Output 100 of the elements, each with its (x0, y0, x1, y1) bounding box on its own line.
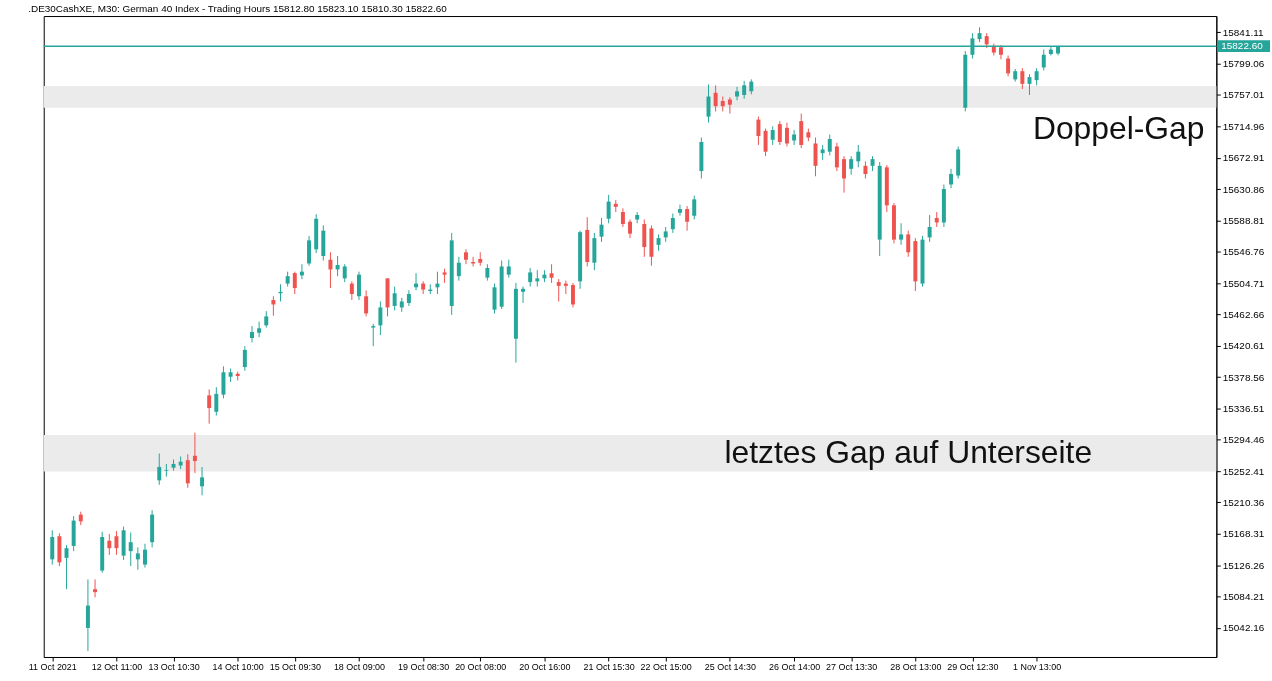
candlestick (784, 122, 789, 147)
candlestick (135, 546, 140, 571)
candlestick (670, 213, 675, 234)
y-tick-label: 15546.76 (1222, 246, 1265, 258)
candlestick (834, 142, 839, 172)
candlestick (927, 214, 932, 243)
y-tick-label: 15799.06 (1222, 58, 1265, 70)
candlestick (371, 323, 376, 347)
candlestick (1006, 55, 1011, 77)
candlestick (620, 207, 625, 228)
candlestick (378, 300, 383, 336)
x-tick-label: 14 Oct 10:00 (212, 662, 264, 673)
candlestick (856, 144, 861, 168)
x-tick-label: 21 Oct 15:30 (583, 662, 635, 673)
candlestick (93, 578, 98, 598)
candlestick (849, 155, 854, 176)
y-tick-label: 15420.61 (1222, 340, 1265, 352)
candlestick (713, 84, 718, 112)
x-tick-label: 12 Oct 11:00 (91, 662, 143, 673)
candlestick (221, 365, 226, 399)
candlestick (906, 230, 911, 258)
x-tick-label: 1 Nov 13:00 (1013, 662, 1062, 673)
candlestick (200, 466, 205, 496)
candlestick (456, 256, 461, 282)
x-tick-label: 27 Oct 13:30 (826, 662, 878, 673)
candlestick (164, 463, 169, 478)
candlestick (677, 204, 682, 217)
candlestick (570, 282, 575, 308)
x-tick-label: 19 Oct 08:30 (398, 662, 450, 673)
x-tick-label: 29 Oct 12:30 (947, 662, 999, 673)
y-tick-label: 15841.11 (1222, 26, 1264, 38)
y-tick-label: 15630.86 (1222, 183, 1265, 195)
candlestick (214, 386, 219, 417)
ref-line-label: 15822.60 (1221, 40, 1264, 52)
candlestick (364, 289, 369, 317)
x-tick-label: 15 Oct 09:30 (269, 662, 321, 673)
candlestick (899, 222, 904, 246)
y-tick-label: 15504.71 (1222, 277, 1265, 289)
candlestick (392, 286, 397, 311)
y-tick-label: 15294.46 (1222, 434, 1265, 446)
y-tick-label: 15210.36 (1222, 496, 1265, 508)
band-label: Doppel-Gap (1032, 109, 1205, 146)
y-tick-label: 15168.31 (1222, 528, 1265, 540)
y-tick-label: 15378.56 (1222, 371, 1265, 383)
candlestick (949, 168, 954, 189)
y-tick-label: 15126.26 (1222, 559, 1265, 571)
candlestick (556, 278, 561, 302)
y-tick-label: 15757.01 (1222, 89, 1265, 101)
candlestick (328, 251, 333, 289)
candlestick (242, 345, 247, 372)
candlestick (157, 453, 162, 486)
candlestick (107, 533, 112, 556)
y-tick-label: 15042.16 (1222, 622, 1265, 634)
candlestick (64, 544, 69, 590)
candlestick (756, 116, 761, 146)
x-tick-label: 13 Oct 10:30 (148, 662, 200, 673)
candlestick (292, 271, 297, 295)
candlestick (257, 321, 262, 338)
x-tick-label: 20 Oct 16:00 (519, 662, 571, 673)
candlestick (727, 96, 732, 115)
candlestick (521, 286, 526, 304)
candlestick (128, 532, 133, 567)
candlestick (349, 280, 354, 301)
candlestick (307, 235, 312, 267)
candlestick (642, 219, 647, 258)
y-tick-label: 15252.41 (1222, 465, 1265, 477)
y-tick-label: 15336.51 (1222, 402, 1265, 414)
candlestick (185, 453, 190, 489)
x-tick-label: 20 Oct 08:00 (455, 662, 507, 673)
candlestick (777, 120, 782, 146)
candlestick (799, 113, 804, 149)
y-tick-label: 15084.21 (1222, 590, 1265, 602)
candlestick (463, 248, 468, 265)
candlestick (528, 267, 533, 288)
candlestick (770, 125, 775, 146)
candlestick (1041, 49, 1046, 71)
candlestick (50, 529, 55, 566)
candlestick (250, 325, 254, 343)
candlestick (549, 263, 554, 284)
candlestick (85, 578, 90, 652)
band-label: letztes Gap auf Unterseite (724, 434, 1093, 471)
candlestick (692, 195, 697, 220)
candlestick (763, 128, 768, 157)
candlestick (356, 271, 361, 301)
y-tick-label: 15714.96 (1222, 120, 1265, 132)
candlestick (143, 543, 147, 569)
x-tick-label: 11 Oct 2021 (28, 662, 77, 673)
chart-title: .DE30CashXE, M30: German 40 Index - Trading Hours 15812.80 15823.10 15810.30 15822.60 (28, 3, 448, 15)
candlestick (1020, 67, 1025, 90)
candlestick (207, 388, 212, 425)
candlestick (192, 432, 197, 474)
x-tick-label: 22 Oct 15:00 (640, 662, 692, 673)
x-tick-label: 26 Oct 14:00 (769, 662, 821, 673)
candlestick (685, 205, 690, 232)
x-tick-label: 28 Oct 13:00 (890, 662, 942, 673)
candlestick (827, 134, 832, 156)
candlestick (735, 86, 740, 101)
y-tick-label: 15462.66 (1222, 308, 1265, 320)
y-tick-label: 15588.81 (1222, 214, 1265, 226)
candlestick (114, 530, 119, 556)
